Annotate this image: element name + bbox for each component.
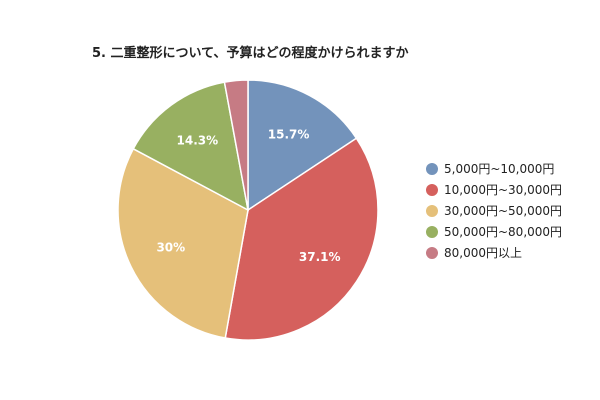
pie-slice-2 [224,137,379,341]
legend-label-5: 80,000円以上 [444,246,522,260]
slice-label-1: 15.7% [268,127,310,141]
legend-item-2: 10,000円~30,000円 [426,179,562,200]
pie-slice-5 [223,79,249,211]
legend-item-4: 50,000円~80,000円 [426,221,562,242]
slice-label-3: 30% [156,241,185,255]
legend-label-3: 30,000円~50,000円 [444,204,563,218]
legend: 5,000円~10,000円 10,000円~30,000円 30,000円~50,… [426,158,562,263]
legend-swatch-5 [426,246,438,259]
legend-label-1: 5,000円~10,000円 [444,162,555,176]
pie-slice-3 [117,147,249,339]
legend-item-3: 30,000円~50,000円 [426,200,562,221]
slice-label-2: 37.1% [299,250,341,264]
chart-title: 5. 二重整形について、予算はどの程度かけられますか [92,46,409,61]
pie-slice-1 [247,79,358,212]
legend-swatch-1 [426,162,438,175]
legend-swatch-4 [426,225,438,238]
legend-swatch-3 [426,204,438,217]
legend-label-2: 10,000円~30,000円 [444,183,563,197]
legend-item-1: 5,000円~10,000円 [426,158,562,179]
slice-label-4: 14.3% [177,134,219,148]
legend-swatch-2 [426,183,438,196]
legend-label-4: 50,000円~80,000円 [444,225,563,239]
legend-item-5: 80,000円以上 [426,242,562,263]
pie-slice-4 [132,81,250,212]
